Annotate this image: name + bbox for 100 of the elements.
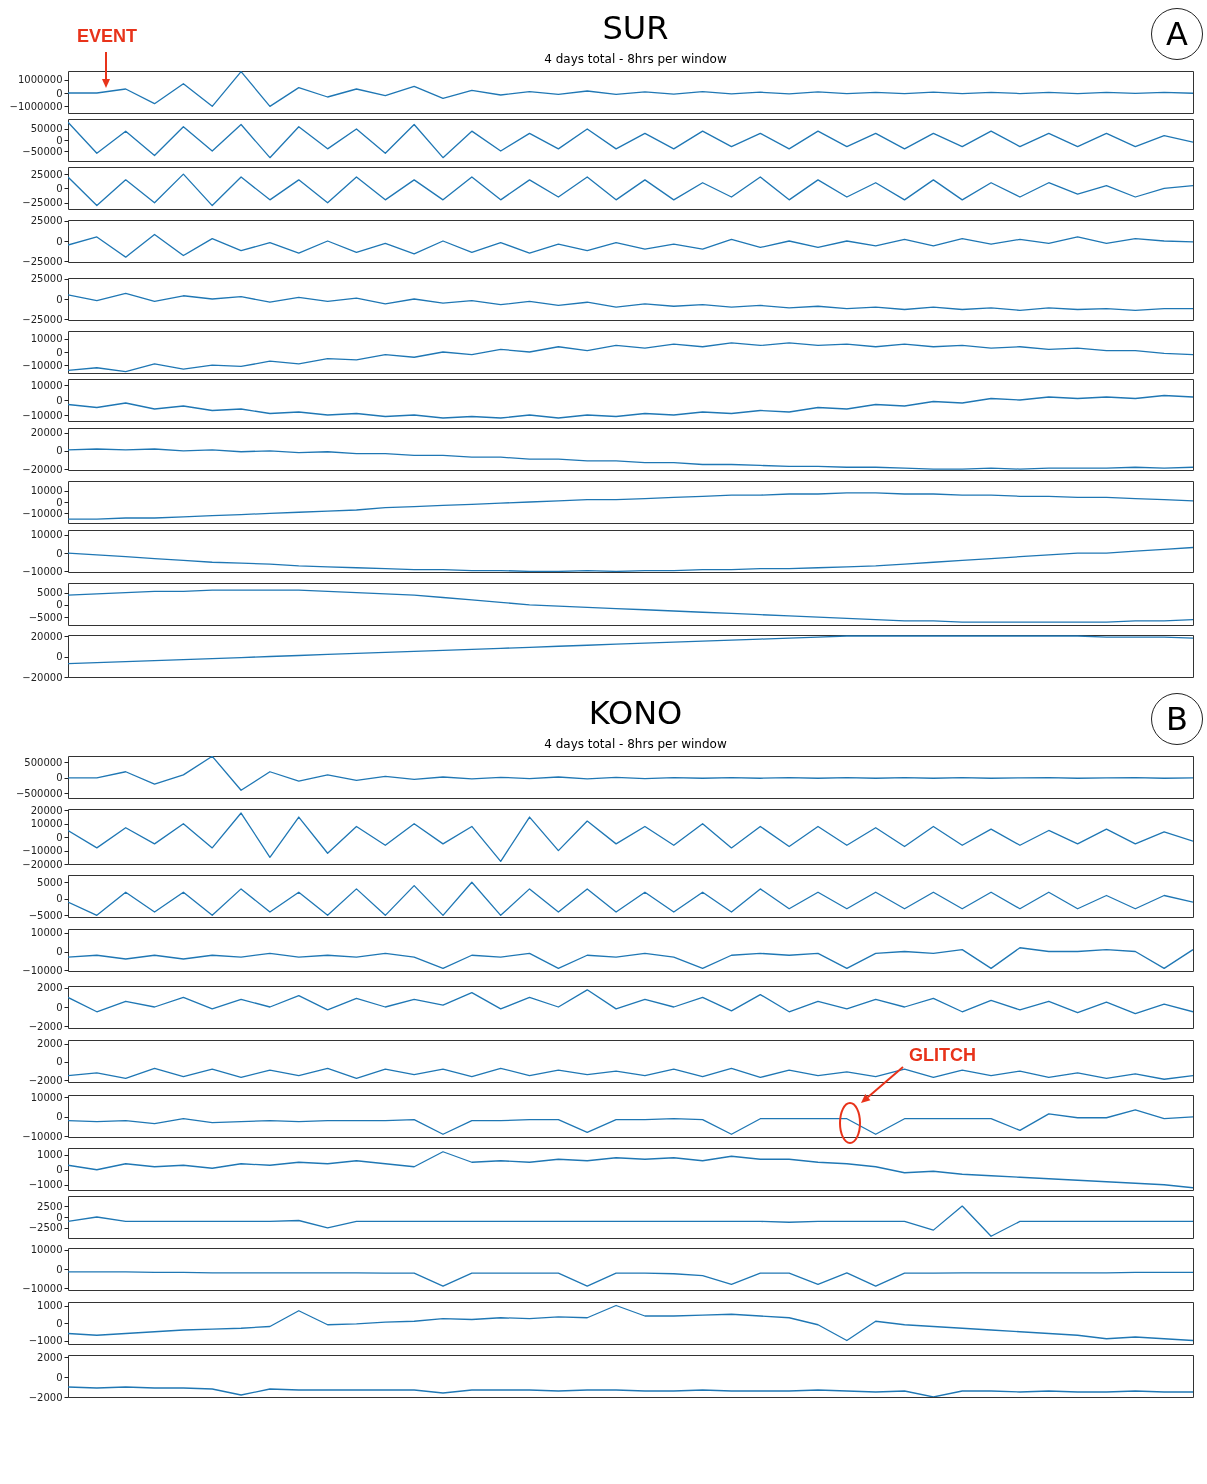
y-tick-label: 10000: [30, 1244, 63, 1256]
y-tick-label: −10000: [22, 964, 63, 976]
line-series: [68, 947, 1193, 970]
y-tick-label: 0: [56, 87, 63, 99]
y-tick-label: 10000: [30, 927, 63, 939]
y-tick-label: 2000: [37, 982, 63, 994]
y-tick-label: −10000: [22, 1130, 63, 1142]
y-tick-label: 0: [56, 235, 63, 247]
y-tick-label: 0: [56, 599, 63, 611]
y-tick-label: 10000: [30, 1091, 63, 1103]
y-tick-label: 10000: [30, 379, 63, 391]
line-series: [68, 1109, 1193, 1135]
line-series: [68, 448, 1193, 470]
y-tick-label: −10000: [22, 845, 63, 857]
chart-subtitle: 4 days total - 8hrs per window: [543, 737, 728, 751]
y-tick-label: −1000: [28, 1179, 63, 1191]
y-tick-label: −25000: [22, 197, 63, 209]
y-tick-label: 2000: [37, 1038, 63, 1050]
line-series: [68, 881, 1193, 916]
line-series: [68, 342, 1193, 373]
line-series: [68, 812, 1193, 862]
line-series: [68, 589, 1193, 623]
y-tick-label: 25000: [30, 168, 63, 180]
y-tick-label: −10000: [22, 409, 63, 421]
y-tick-label: 0: [56, 394, 63, 406]
annotation: GLITCH: [909, 1045, 976, 1066]
y-tick-label: −2500: [28, 1222, 63, 1234]
line-series: [68, 1386, 1193, 1397]
y-tick-label: 0: [56, 651, 63, 663]
y-tick-label: −2000: [28, 1074, 63, 1086]
y-tick-label: −1000000: [9, 100, 63, 112]
y-tick-label: 25000: [30, 215, 63, 227]
y-tick-label: −10000: [22, 359, 63, 371]
y-tick-label: −20000: [22, 463, 63, 475]
line-series: [68, 173, 1193, 207]
line-series: [68, 71, 1193, 107]
y-tick-label: 0: [56, 1371, 63, 1383]
y-tick-label: 0: [56, 1056, 63, 1068]
y-tick-label: −500000: [15, 787, 63, 799]
y-tick-label: 0: [56, 893, 63, 905]
y-tick-label: 0: [56, 1001, 63, 1013]
y-tick-label: 2000: [37, 1351, 63, 1363]
chart-title: KONO: [588, 694, 683, 732]
y-tick-label: 10000: [30, 529, 63, 541]
y-tick-label: 0: [56, 346, 63, 358]
line-series: [68, 121, 1193, 159]
y-tick-label: 0: [56, 1263, 63, 1275]
line-series: [68, 394, 1193, 419]
y-tick-label: 2500: [37, 1200, 63, 1212]
line-series: [68, 546, 1193, 572]
y-tick-label: 50000: [30, 123, 63, 135]
chart-title: SUR: [602, 9, 669, 47]
y-tick-label: 1000000: [17, 74, 63, 86]
y-tick-label: 5000: [37, 587, 63, 599]
y-tick-label: 5000: [37, 876, 63, 888]
line-series: [68, 1067, 1193, 1080]
line-series: [68, 1151, 1193, 1189]
y-tick-label: 1000: [37, 1300, 63, 1311]
text: EVENT: [77, 26, 138, 47]
y-tick-label: 20000: [30, 427, 63, 439]
line-series: [68, 635, 1193, 665]
line-series: [68, 1205, 1193, 1237]
y-tick-label: 500000: [24, 756, 63, 768]
y-tick-label: −25000: [22, 255, 63, 267]
y-tick-label: −10000: [22, 507, 63, 519]
y-tick-label: 0: [56, 547, 63, 559]
y-tick-label: 10000: [30, 333, 63, 345]
y-tick-label: 0: [56, 293, 63, 305]
y-tick-label: −5000: [28, 611, 63, 623]
y-tick-label: 20000: [30, 630, 63, 642]
y-tick-label: 0: [56, 831, 63, 843]
y-tick-label: 0: [56, 134, 63, 146]
y-tick-label: −50000: [22, 145, 63, 157]
line-series: [68, 292, 1193, 311]
y-tick-label: −1000: [28, 1335, 63, 1346]
chart-subtitle: 4 days total - 8hrs per window: [543, 52, 728, 66]
y-tick-label: 10000: [30, 818, 63, 830]
y-tick-label: −10000: [22, 565, 63, 577]
y-tick-label: 10000: [30, 485, 63, 497]
y-tick-label: 0: [56, 496, 63, 508]
y-tick-label: 0: [56, 1111, 63, 1123]
line-series: [68, 989, 1193, 1015]
y-tick-label: −2000: [28, 1391, 63, 1403]
y-tick-label: −25000: [22, 313, 63, 325]
y-tick-label: 0: [56, 1164, 63, 1176]
y-tick-label: −20000: [22, 858, 63, 870]
y-tick-label: 20000: [30, 804, 63, 816]
y-tick-label: 1000: [37, 1149, 63, 1161]
line-series: [68, 1304, 1193, 1342]
line-series: [68, 1271, 1193, 1287]
y-tick-label: −2000: [28, 1020, 63, 1032]
y-tick-label: 25000: [30, 273, 63, 285]
y-tick-label: −10000: [22, 1282, 63, 1294]
line-series: [68, 756, 1193, 791]
line-series: [68, 233, 1193, 258]
y-tick-label: −20000: [22, 671, 63, 683]
y-tick-label: 0: [56, 946, 63, 957]
y-tick-label: 0: [56, 445, 63, 457]
y-tick-label: 0: [56, 1211, 63, 1223]
y-tick-label: 0: [56, 1317, 63, 1329]
